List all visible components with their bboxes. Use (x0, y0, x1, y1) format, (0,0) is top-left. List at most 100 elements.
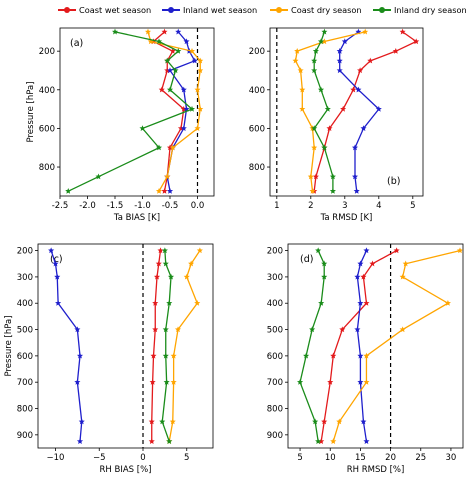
series-line (299, 250, 325, 442)
x-tick-label: -0.5 (162, 201, 179, 211)
series-inland-dry-season (311, 28, 336, 194)
data-point (360, 125, 367, 131)
data-point (148, 438, 155, 445)
data-point (174, 326, 182, 333)
y-tick-label: 300 (267, 273, 283, 283)
data-point (52, 260, 59, 267)
data-point (111, 28, 119, 35)
data-point (318, 300, 325, 306)
data-point (303, 352, 310, 359)
data-point (163, 378, 170, 385)
series-coast-dry-season (166, 247, 203, 445)
data-point (311, 67, 318, 74)
x-tick-label: 5 (297, 453, 302, 463)
data-point (329, 173, 336, 180)
series-inland-dry-season (297, 247, 328, 445)
series-inland-wet-season (48, 247, 85, 445)
data-point (321, 144, 328, 151)
data-point (311, 125, 318, 131)
data-point (170, 352, 177, 359)
y-tick-label: 200 (249, 47, 265, 57)
panel-a: -2.5 -2.0 -1.5 -1.0 -0.5 0.0 200 400 600 800 Ta BI… (26, 27, 215, 223)
x-tick-label: -2.5 (52, 201, 69, 211)
data-point (315, 438, 322, 445)
data-point (367, 57, 374, 64)
data-point (74, 378, 81, 385)
series-line (151, 250, 162, 442)
y-tick-label: 200 (267, 247, 283, 257)
data-point (155, 38, 163, 45)
data-point (399, 326, 406, 333)
data-point (76, 438, 84, 445)
y-tick-label: 600 (17, 352, 33, 362)
series-inland-wet-season (336, 28, 382, 194)
data-point (55, 300, 62, 306)
data-point (357, 67, 364, 74)
y-tick-label: 600 (267, 352, 283, 362)
data-point (444, 300, 451, 306)
data-point (194, 125, 201, 131)
data-point (399, 28, 406, 35)
data-point (155, 260, 162, 267)
y-tick-label: 400 (249, 86, 265, 96)
legend-label-inland-wet: Inland wet season (183, 5, 258, 15)
series-line (332, 249, 461, 442)
data-point (324, 105, 331, 112)
data-point (172, 67, 179, 74)
data-point (149, 378, 156, 385)
data-point (161, 28, 168, 35)
series-coast-wet-season (311, 28, 420, 194)
data-point (169, 144, 176, 151)
data-point (341, 38, 348, 45)
x-axis-label: Ta BIAS [K] (113, 213, 160, 223)
data-point (144, 28, 152, 35)
y-tick-label: 500 (17, 326, 33, 336)
data-point (399, 273, 406, 280)
data-point (147, 38, 154, 45)
y-tick-label: 600 (39, 124, 55, 134)
legend-item-inland-wet: Inland wet season (162, 3, 257, 17)
data-point (321, 273, 328, 280)
data-point (321, 418, 328, 425)
data-point (152, 326, 159, 333)
data-point (360, 273, 367, 280)
y-tick-label: 400 (267, 299, 283, 309)
x-tick-label: 15 (355, 453, 366, 463)
data-point (180, 125, 187, 131)
series-line (339, 31, 380, 192)
legend-label-coast-dry: Coast dry season (291, 5, 362, 15)
data-point (326, 125, 333, 131)
data-point (363, 300, 370, 306)
data-point (299, 105, 306, 112)
data-point (309, 326, 316, 333)
x-tick-label: 20 (385, 453, 396, 463)
data-point (340, 105, 347, 112)
y-tick-label: 800 (267, 405, 283, 415)
data-point (188, 105, 196, 112)
data-point (78, 418, 85, 425)
series-line (313, 31, 334, 192)
data-point (321, 28, 328, 35)
data-point (392, 47, 399, 54)
data-point (297, 378, 304, 385)
data-point (329, 187, 336, 194)
series-coast-wet-season (148, 247, 164, 445)
x-tick-label: -1.0 (134, 201, 151, 211)
data-point (312, 173, 319, 180)
data-point (152, 300, 159, 306)
y-tick-label: 400 (39, 86, 55, 96)
panel-label: (c) (50, 254, 63, 265)
data-point (180, 86, 187, 93)
data-point (162, 260, 169, 267)
data-point (166, 86, 174, 93)
data-point (166, 187, 174, 194)
data-point (321, 38, 328, 45)
x-tick-label: 0 (140, 453, 145, 463)
x-tick-label: 1 (274, 201, 279, 211)
data-point (139, 125, 146, 131)
data-point (175, 47, 182, 54)
y-tick-label: 800 (249, 163, 265, 173)
data-point (375, 105, 382, 112)
data-point (155, 187, 163, 194)
y-tick-label: 400 (17, 299, 33, 309)
